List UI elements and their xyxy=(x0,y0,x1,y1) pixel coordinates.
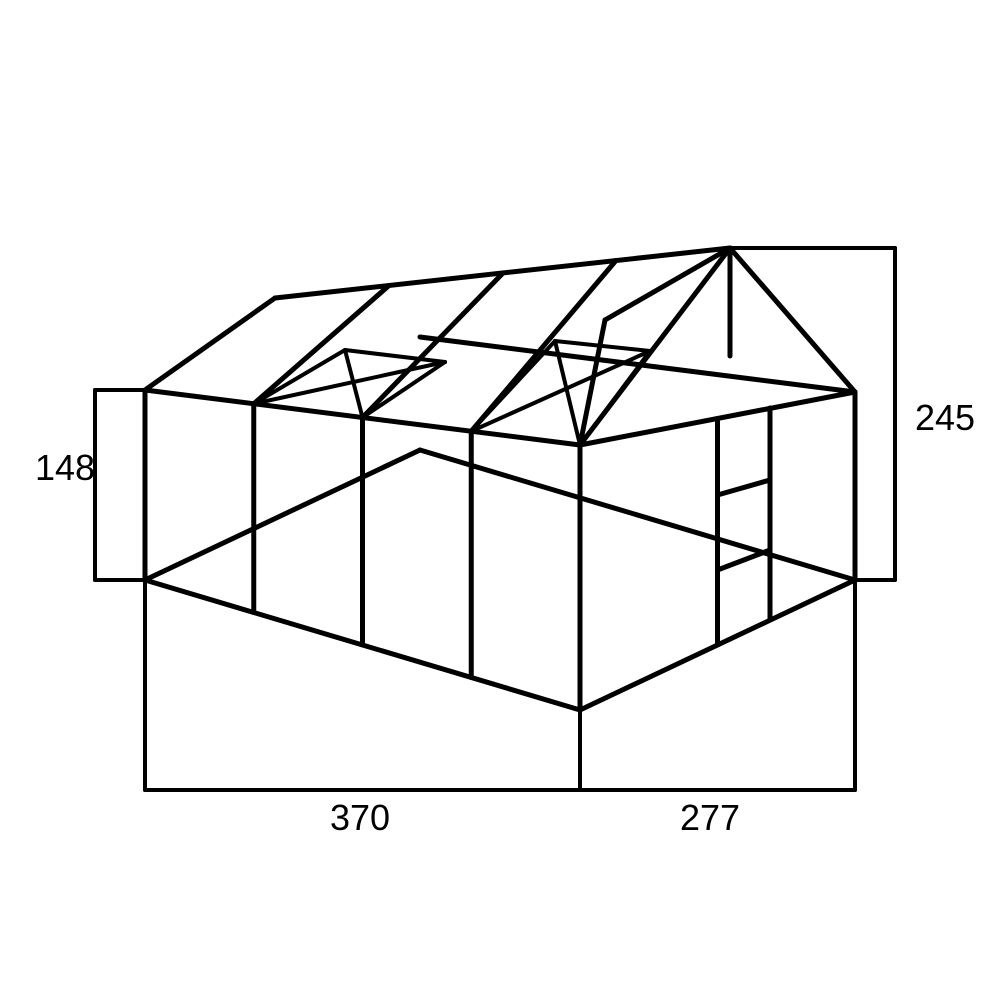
door-bar-2 xyxy=(718,550,771,570)
floor-left xyxy=(145,450,420,580)
rafter-1 xyxy=(254,286,389,404)
vent1-top xyxy=(345,350,445,362)
label-148: 148 xyxy=(35,447,95,488)
label-277: 277 xyxy=(680,797,740,838)
gable-back-right xyxy=(730,248,855,392)
greenhouse-diagram: 148 245 370 277 xyxy=(0,0,1000,1000)
vent2-edge-a xyxy=(471,341,555,431)
gable-front-left xyxy=(145,298,275,390)
label-245: 245 xyxy=(915,397,975,438)
door-bar-1 xyxy=(718,480,771,495)
label-370: 370 xyxy=(330,797,390,838)
floor-back xyxy=(420,450,855,580)
